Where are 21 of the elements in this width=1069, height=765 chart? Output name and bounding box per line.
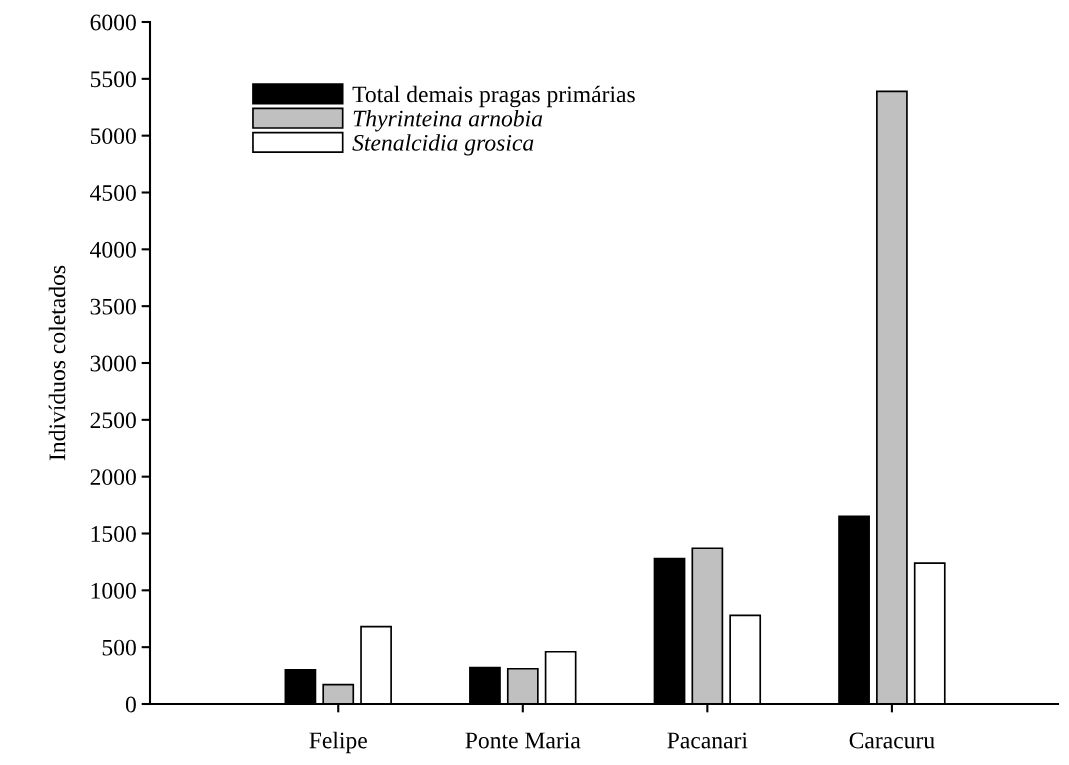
y-tick-label: 1500 xyxy=(91,525,136,542)
x-tick-label: Pacanari xyxy=(667,732,748,749)
x-tick-label: Caracuru xyxy=(849,732,935,749)
y-tick-label: 500 xyxy=(102,639,136,656)
y-tick-label: 2000 xyxy=(90,469,136,486)
y-tick-label: 3500 xyxy=(90,298,136,315)
y-tick-label: 4500 xyxy=(90,184,136,201)
legend-label: Stenalcidia grosica xyxy=(352,134,534,156)
legend-label: Total demais pragas primárias xyxy=(352,85,635,108)
y-tick-label: 4000 xyxy=(90,241,136,258)
y-tick-label: 2500 xyxy=(90,412,136,429)
legend-label: Thyrinteina arnobia xyxy=(353,109,543,132)
y-axis-title: Indivíduos coletados xyxy=(48,265,66,461)
y-tick-label: 5000 xyxy=(90,128,136,145)
y-tick-label: 3000 xyxy=(90,355,136,372)
y-tick-label: 0 xyxy=(125,696,136,713)
y-tick-label: 6000 xyxy=(90,14,136,31)
y-tick-label: 1000 xyxy=(91,582,136,599)
x-tick-label: Ponte Maria xyxy=(465,732,581,749)
y-tick-label: 5500 xyxy=(90,71,136,88)
x-tick-label: Felipe xyxy=(309,731,367,754)
